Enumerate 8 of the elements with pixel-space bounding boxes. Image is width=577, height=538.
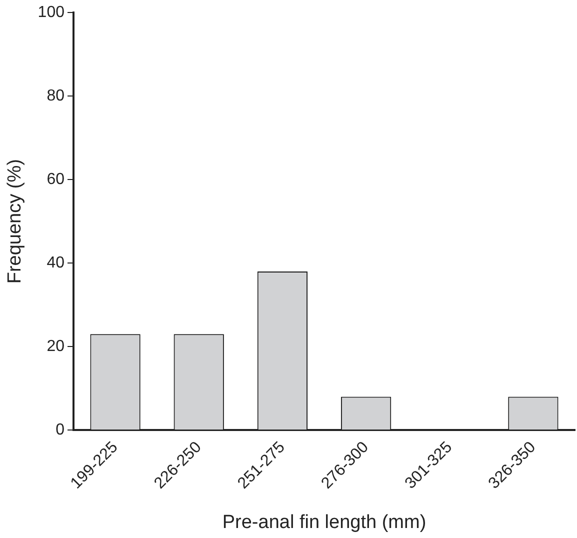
y-tick-label: 100	[38, 4, 65, 22]
y-tick-label: 20	[46, 338, 65, 356]
y-tick-label: 0	[56, 422, 65, 439]
y-tick-label: 60	[46, 171, 65, 188]
y-tick-label: 40	[46, 254, 65, 272]
y-tick-label: 80	[46, 88, 65, 105]
x-axis-title: Pre-anal fin length (mm)	[222, 512, 426, 533]
y-axis-title: Frequency (%)	[4, 159, 26, 284]
